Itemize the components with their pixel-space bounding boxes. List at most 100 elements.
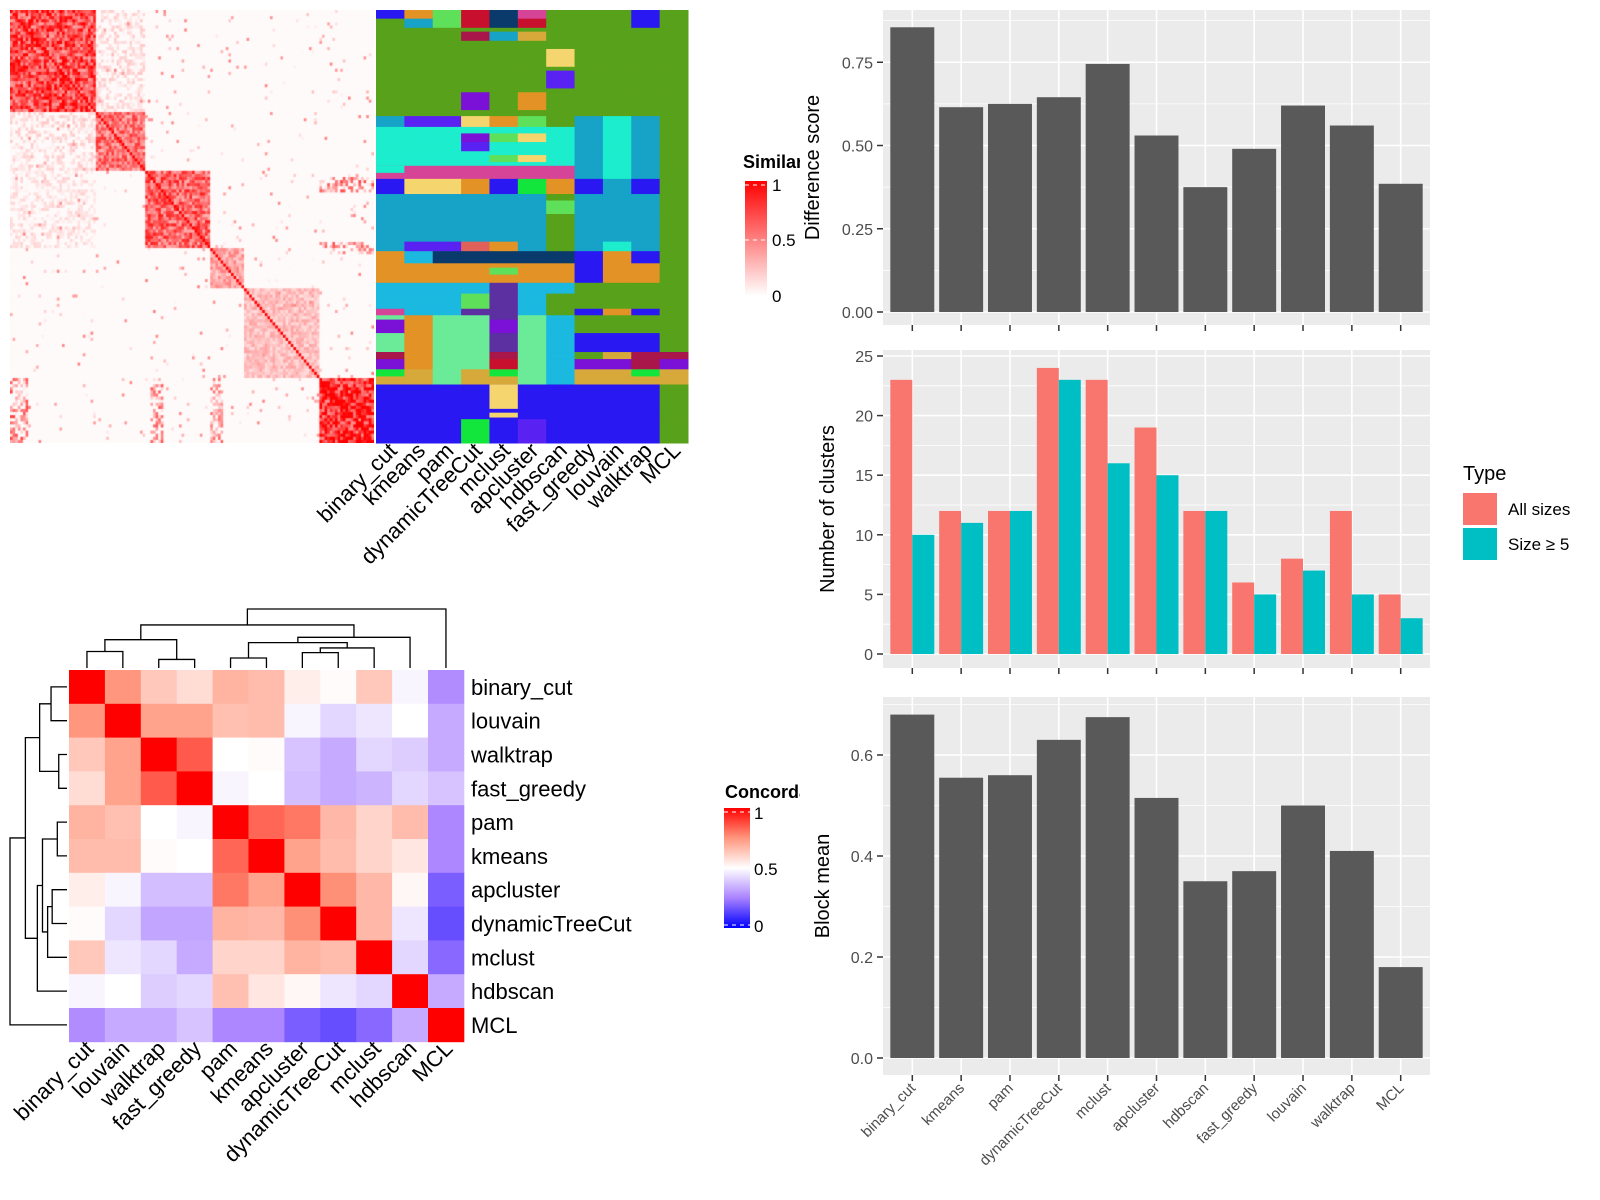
y-tick-label: 20 bbox=[855, 409, 873, 426]
similarity-heatmap bbox=[10, 10, 374, 443]
bar-all-sizes-hdbscan bbox=[1183, 510, 1206, 654]
cluster-label-cell bbox=[432, 267, 462, 275]
cluster-label-cell bbox=[574, 293, 604, 310]
cluster-label-cell bbox=[517, 293, 547, 310]
cluster-label-cell bbox=[602, 18, 632, 28]
y-tick-label: 5 bbox=[864, 587, 873, 604]
cluster-label-cell bbox=[602, 384, 632, 409]
concordance-cell bbox=[140, 703, 178, 738]
concordance-cell bbox=[212, 940, 249, 975]
cluster-label-cell bbox=[432, 293, 462, 310]
bar-all-sizes-mclust bbox=[1085, 379, 1108, 654]
cluster-label-cell bbox=[376, 369, 405, 377]
row-dendrogram-branch bbox=[41, 838, 58, 933]
concordance-cell bbox=[284, 940, 321, 975]
cluster-label-cell bbox=[376, 31, 405, 41]
cluster-label-cell bbox=[432, 384, 462, 409]
cluster-label-cell bbox=[461, 31, 490, 41]
concordance-cell bbox=[284, 771, 321, 806]
concordance-cell bbox=[104, 1008, 142, 1043]
concordance-cell bbox=[320, 872, 357, 907]
cluster-label-cell bbox=[489, 48, 519, 67]
cluster-label-cell bbox=[602, 352, 632, 360]
cluster-label-cell bbox=[517, 241, 547, 252]
concordance-cell bbox=[428, 703, 465, 738]
concordance-cell bbox=[104, 872, 142, 907]
cluster-label-cell bbox=[376, 92, 405, 111]
concordance-cell bbox=[176, 974, 213, 1009]
cluster-label-cell bbox=[631, 200, 661, 215]
column-dendrogram-branch bbox=[104, 639, 178, 660]
concordance-cell bbox=[356, 703, 393, 738]
cluster-label-cell bbox=[602, 419, 632, 444]
x-tick-label-mclust: mclust bbox=[1072, 1079, 1115, 1122]
cluster-label-cell bbox=[546, 92, 576, 111]
concordance-cell bbox=[392, 906, 429, 941]
cluster-label-cell bbox=[461, 369, 490, 377]
bar-MCL bbox=[1378, 967, 1423, 1058]
bar-all-sizes-MCL bbox=[1378, 594, 1401, 654]
cluster-label-cell bbox=[631, 18, 661, 28]
cluster-label-cell bbox=[659, 10, 689, 20]
cluster-label-cell bbox=[517, 251, 547, 264]
concordance-cell bbox=[392, 839, 429, 874]
cluster-label-cell bbox=[376, 70, 405, 89]
concordance-cell bbox=[104, 974, 142, 1009]
cluster-label-cell bbox=[461, 419, 490, 444]
cluster-label-cell bbox=[404, 251, 434, 264]
cluster-label-cell bbox=[546, 419, 576, 444]
concordance-cell bbox=[320, 737, 357, 772]
x-tick-label-walktrap: walktrap bbox=[1306, 1080, 1358, 1132]
cluster-label-cell bbox=[631, 116, 661, 128]
cluster-label-cell bbox=[489, 241, 519, 252]
cluster-label-cell bbox=[517, 369, 547, 377]
cluster-label-cell bbox=[461, 293, 490, 310]
bar-MCL bbox=[1378, 183, 1423, 312]
cluster-label-cell bbox=[461, 142, 490, 152]
cluster-label-cell bbox=[461, 241, 490, 252]
row-label-mclust: mclust bbox=[471, 945, 535, 970]
cluster-label-cell bbox=[461, 48, 490, 67]
cluster-label-cell bbox=[404, 142, 434, 152]
concordance-cell bbox=[176, 906, 213, 941]
col-label-MCL: MCL bbox=[407, 1036, 458, 1087]
y-tick-label: 0.00 bbox=[842, 305, 873, 322]
cluster-label-cell bbox=[659, 412, 689, 418]
cluster-label-cell bbox=[574, 352, 604, 360]
cluster-label-cell bbox=[602, 293, 632, 310]
bar-binary_cut bbox=[890, 27, 935, 312]
cluster-label-cell bbox=[404, 92, 434, 111]
cluster-label-cell bbox=[574, 267, 604, 275]
concordance-cell bbox=[392, 1008, 429, 1043]
concordance-cell bbox=[284, 737, 321, 772]
bar-mclust bbox=[1085, 63, 1130, 312]
block-mean-panel: 0.0 0.2 0.4 0.6 Block mean binary_cut kmeans pa… bbox=[812, 697, 1430, 1169]
cluster-label-cell bbox=[546, 332, 576, 353]
concordance-cell bbox=[356, 771, 393, 806]
cluster-label-cell bbox=[489, 165, 519, 173]
concordance-cell bbox=[320, 771, 357, 806]
concordance-cell bbox=[212, 805, 249, 840]
cluster-label-cell bbox=[432, 116, 462, 128]
bar-all-sizes-apcluster bbox=[1134, 427, 1157, 654]
bar-size-5-dynamicTreeCut bbox=[1058, 379, 1081, 654]
cluster-label-cell bbox=[631, 293, 661, 310]
cluster-label-cell bbox=[631, 142, 661, 152]
x-tick-label-louvain: louvain bbox=[1264, 1080, 1310, 1126]
cluster-label-cell bbox=[574, 412, 604, 418]
concordance-cell bbox=[428, 872, 465, 907]
cluster-label-cell bbox=[631, 165, 661, 173]
concordance-cell bbox=[176, 1008, 213, 1043]
concordance-cell bbox=[320, 839, 357, 874]
cluster-label-cell bbox=[489, 384, 519, 409]
concordance-cell bbox=[69, 737, 106, 772]
cluster-label-cell bbox=[574, 419, 604, 444]
cluster-label-cell bbox=[602, 308, 632, 316]
x-tick-label-apcluster: apcluster bbox=[1108, 1080, 1163, 1135]
cluster-label-cell bbox=[546, 142, 576, 152]
concordance-cell bbox=[248, 670, 285, 705]
cluster-label-cell bbox=[404, 241, 434, 252]
concordance-cell bbox=[428, 974, 465, 1009]
bar-hdbscan bbox=[1183, 187, 1228, 312]
cluster-label-cell bbox=[404, 116, 434, 128]
